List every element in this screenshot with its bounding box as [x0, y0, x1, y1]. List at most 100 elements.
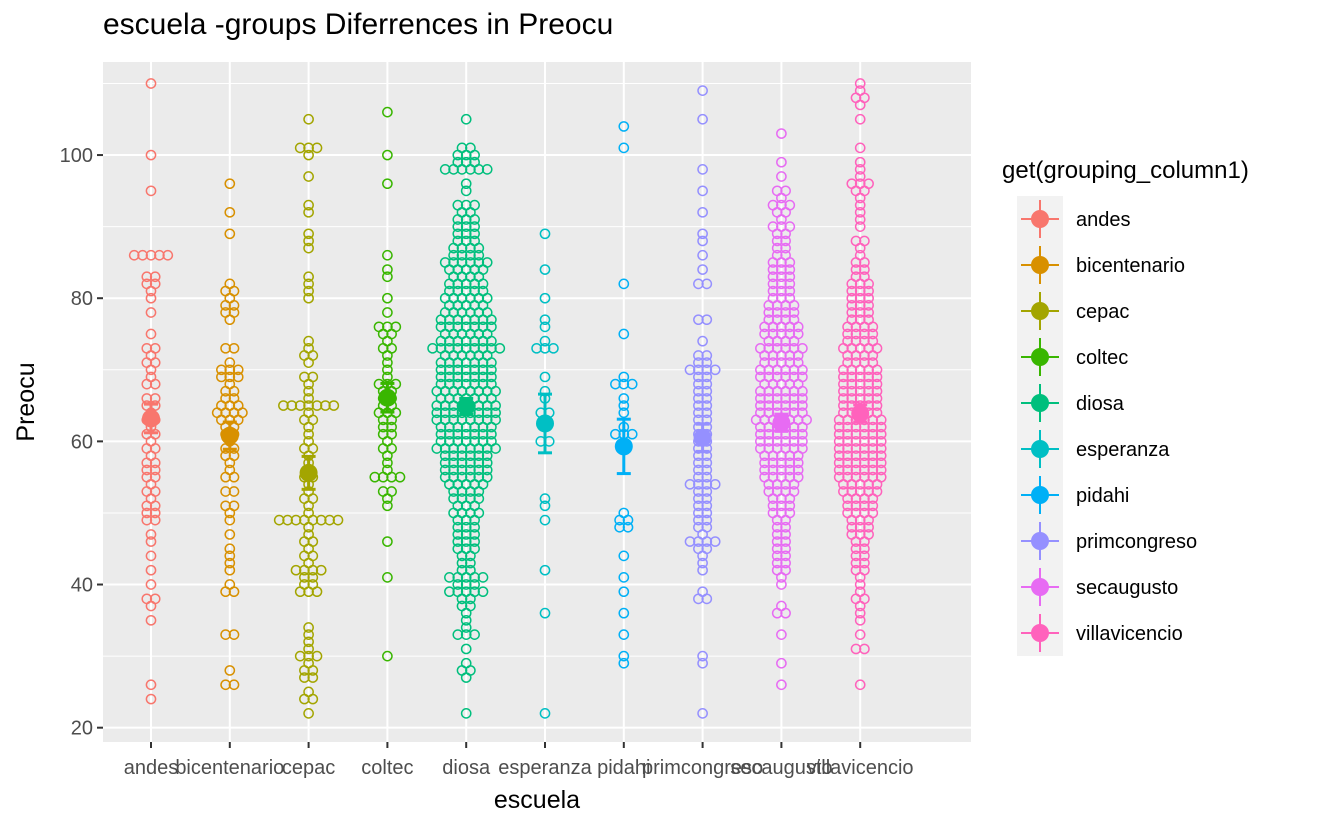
data-point [763, 400, 775, 411]
data-point [141, 378, 153, 390]
data-point [776, 285, 787, 297]
data-point [481, 164, 493, 175]
data-point [614, 514, 625, 526]
data-point [452, 514, 464, 526]
data-point [618, 607, 630, 619]
data-point [784, 464, 796, 476]
data-point [469, 357, 480, 368]
data-point [854, 378, 866, 390]
data-point [431, 443, 443, 454]
data-point [465, 464, 476, 476]
legend-label: pidahi [1076, 485, 1129, 507]
data-point [854, 579, 866, 590]
data-point [701, 350, 713, 361]
data-point [842, 321, 853, 333]
data-point [618, 550, 630, 562]
data-point [842, 464, 853, 476]
x-tick-label: bicentenario [175, 757, 284, 779]
data-point [626, 428, 638, 440]
data-point [618, 572, 630, 583]
data-point [863, 371, 874, 383]
data-point [539, 371, 551, 383]
data-point [145, 78, 157, 89]
data-point [452, 536, 464, 547]
data-point [850, 257, 862, 268]
data-point [755, 400, 766, 411]
data-point [771, 550, 783, 562]
data-point [456, 486, 468, 497]
data-point [448, 450, 459, 462]
data-point [755, 428, 766, 440]
data-point [469, 149, 480, 161]
data-point [490, 443, 501, 454]
data-point [294, 650, 306, 662]
group-means [142, 381, 870, 491]
data-point [859, 328, 870, 340]
data-point [303, 242, 314, 254]
data-point [439, 443, 451, 454]
data-point [875, 443, 887, 454]
data-point [875, 464, 887, 476]
data-point [859, 493, 870, 504]
data-point [850, 643, 862, 655]
data-point [452, 228, 464, 240]
data-point [382, 307, 393, 318]
data-point [626, 378, 638, 390]
data-point [771, 543, 783, 555]
data-point [859, 436, 870, 447]
data-point [460, 149, 472, 161]
data-point [771, 607, 783, 619]
data-point [697, 650, 708, 662]
data-point [614, 521, 625, 533]
data-point [377, 471, 389, 483]
data-point [797, 385, 808, 397]
data-point [776, 214, 787, 225]
data-point [382, 271, 393, 283]
data-point [701, 593, 713, 605]
data-point [460, 579, 472, 590]
data-point [763, 421, 775, 433]
data-point [846, 307, 858, 318]
data-point [788, 436, 800, 447]
data-point [303, 708, 314, 719]
data-point [767, 257, 779, 268]
data-point [154, 249, 165, 261]
data-point [444, 428, 455, 440]
data-point [833, 421, 845, 433]
data-point [162, 249, 174, 261]
data-point [833, 457, 845, 469]
data-point [697, 550, 708, 562]
data-point [767, 321, 779, 333]
data-point [776, 679, 787, 691]
data-point [684, 364, 696, 376]
data-point [776, 457, 787, 469]
data-point [854, 192, 866, 204]
data-point [473, 407, 485, 419]
data-point [767, 350, 779, 361]
data-point [435, 314, 447, 326]
data-point [776, 128, 787, 139]
data-point [792, 321, 804, 333]
data-point [382, 264, 393, 275]
data-point [763, 428, 775, 440]
data-point [863, 307, 874, 318]
x-tick-label: andes [124, 757, 179, 779]
data-point [303, 385, 314, 397]
x-tick-label: primcongreso [642, 757, 763, 779]
data-point [763, 478, 775, 490]
data-point [846, 278, 858, 290]
data-point [224, 564, 236, 576]
data-point [228, 385, 240, 397]
data-point [871, 385, 883, 397]
x-tick-label: secaugusto [730, 757, 832, 779]
data-point [224, 543, 236, 555]
data-point [460, 214, 472, 225]
data-point [859, 543, 870, 555]
data-point [767, 457, 779, 469]
data-point [228, 486, 240, 497]
data-point [460, 335, 472, 347]
data-point [216, 371, 227, 383]
data-point [701, 500, 713, 512]
data-point [784, 278, 796, 290]
data-point [697, 206, 708, 218]
